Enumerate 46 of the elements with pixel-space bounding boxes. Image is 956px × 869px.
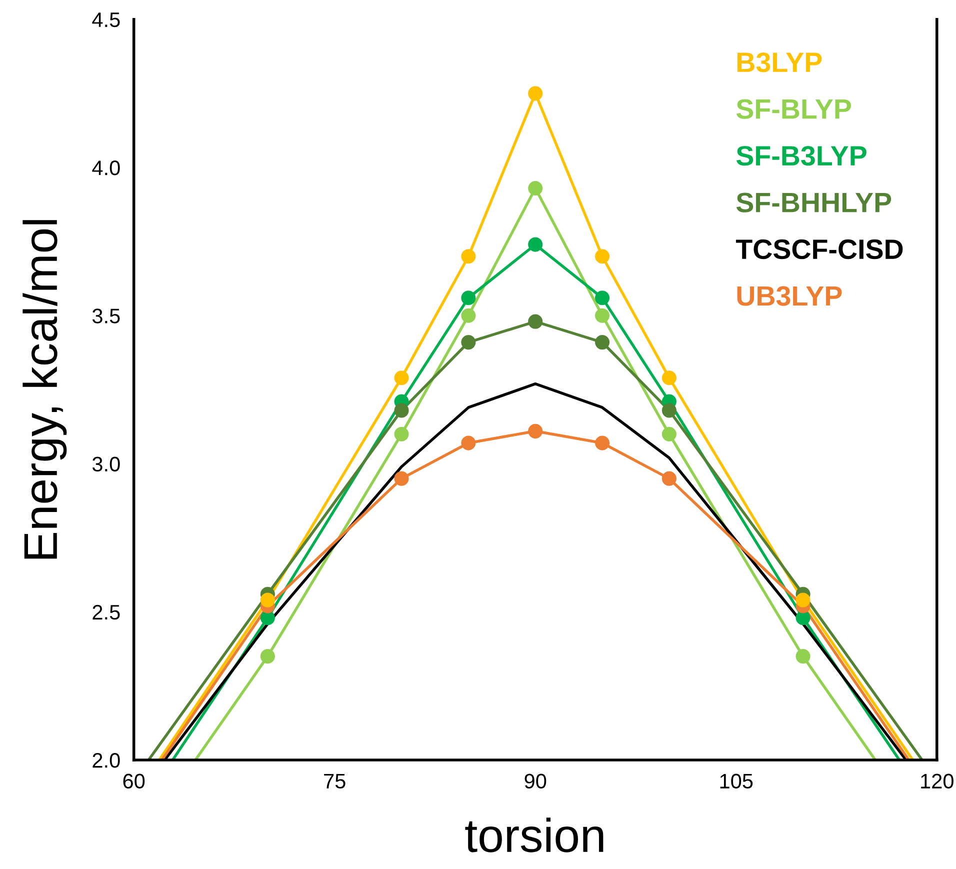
point xyxy=(260,592,275,608)
point xyxy=(461,308,476,323)
point xyxy=(528,424,543,438)
point xyxy=(528,180,543,196)
point xyxy=(528,314,543,329)
point xyxy=(394,426,409,442)
x-tick-label: 75 xyxy=(324,774,346,789)
x-tick-label: 90 xyxy=(524,774,546,789)
x-tick-label: 120 xyxy=(921,774,954,789)
text: SF-B3LYP xyxy=(736,146,866,166)
point xyxy=(594,335,610,350)
point xyxy=(594,249,610,264)
point xyxy=(528,237,543,252)
y-tick-label: 3.5 xyxy=(92,308,120,324)
point xyxy=(662,426,676,442)
text: TCSCF-CISD xyxy=(736,239,903,260)
point xyxy=(594,290,610,306)
text: SF-BLYP xyxy=(736,99,851,119)
y-tick-label: 3.0 xyxy=(92,456,120,472)
y-tick-label: 2.5 xyxy=(92,604,120,620)
point xyxy=(796,649,810,664)
point xyxy=(662,403,676,418)
x-axis-title: torsion xyxy=(465,818,604,852)
x-tick-label: 105 xyxy=(720,774,753,789)
point xyxy=(594,436,610,450)
text: UB3LYP xyxy=(737,286,842,306)
point xyxy=(394,471,409,486)
y-tick-label: 4.5 xyxy=(92,12,120,28)
point xyxy=(260,649,275,664)
point xyxy=(594,308,610,323)
point xyxy=(461,290,476,306)
point xyxy=(662,370,676,386)
point xyxy=(796,592,810,608)
point xyxy=(394,370,409,386)
y-tick-label: 2.0 xyxy=(92,753,120,768)
point xyxy=(461,436,476,450)
point xyxy=(528,86,543,101)
y-tick-label: 4.0 xyxy=(92,160,120,176)
point xyxy=(461,249,476,264)
point xyxy=(662,471,676,486)
x-tick-label: 60 xyxy=(123,774,145,789)
text: SF-BHHLYP xyxy=(736,192,892,212)
point xyxy=(461,335,476,350)
text: B3LYP xyxy=(738,52,822,72)
y-axis-title: Energy, kcal/mol xyxy=(22,220,67,559)
point xyxy=(394,403,409,418)
